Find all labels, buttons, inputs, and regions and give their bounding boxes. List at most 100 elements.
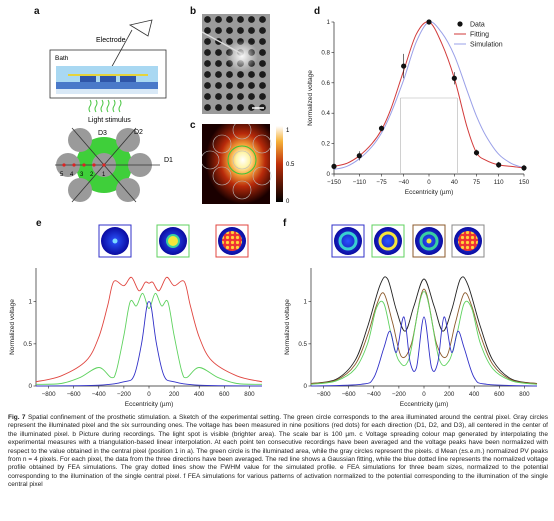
colormap-illumination-circle — [227, 145, 257, 175]
chart-f: −800 −600 −400 −200 0 200 400 600 800 0 0.5 1 Eccent… — [284, 268, 538, 408]
pixel-3 — [120, 76, 136, 82]
position-1-label: 1 — [102, 172, 106, 178]
chart-d-y-tick-label: 0.8 — [321, 49, 330, 56]
chart-d-legend-label: Fitting — [470, 32, 489, 39]
chart-f-x-tick-label: 200 — [444, 391, 455, 398]
panel-c-label: c — [190, 120, 196, 131]
panel-f-label: f — [283, 218, 287, 229]
panel-d-label: d — [314, 6, 321, 17]
chart-d-data-point — [426, 19, 432, 25]
electrode-tip-icon — [128, 19, 153, 37]
chart-d-data-point — [356, 153, 362, 159]
chart-d-data-point — [521, 165, 527, 171]
chart-f-x-axis-label: Eccentricity (µm) — [400, 401, 449, 408]
light-spot — [226, 40, 258, 72]
colormap-pixel-circles — [202, 124, 272, 200]
chart-d: −150 −110 −75 −40 0 40 75 110 150 0 0.2 0.4 0.6 0.8 1 E… — [307, 19, 530, 196]
chart-d-x-tick-label: 150 — [519, 179, 530, 186]
chart-f-y-axis-label: Normalized voltage — [284, 299, 291, 355]
panel-a: a Electrode Bath Light stimulus — [0, 0, 200, 210]
chart-e-x-axis-label: Eccentricity (µm) — [125, 401, 174, 408]
chart-d-legend-label: Data — [470, 22, 485, 29]
inset-single-pixel — [98, 224, 132, 258]
inset-seven-pixels — [215, 224, 249, 258]
panel-e-label: e — [36, 218, 42, 229]
chart-e-y-tick-label: 1 — [29, 299, 33, 306]
chart-d-data-point — [401, 63, 407, 69]
chart-f-x-tick-label: 0 — [422, 391, 426, 398]
substrate-layer — [56, 82, 158, 89]
panel-b-label: b — [190, 6, 197, 17]
microscope-photo — [202, 14, 270, 114]
activation-pattern-insets — [331, 224, 485, 258]
panel-a-label: a — [34, 6, 40, 17]
panel-d: d −150 −110 −75 −40 0 40 75 110 150 0 0.2 0.4 0.6 0.8… — [300, 0, 554, 210]
panel-f: f −800 −600 −400 −200 0 200 400 600 800 0 0.5 1 Ecce… — [275, 218, 554, 414]
chart-f-y-tick-label: 1 — [304, 299, 308, 306]
inset-ring-pattern — [331, 224, 365, 258]
chart-f-series-line — [310, 291, 538, 385]
inset-full-pattern — [451, 224, 485, 258]
chart-e-x-tick-label: 400 — [194, 391, 205, 398]
chart-d-y-tick-label: 0.6 — [321, 80, 330, 87]
inset-center-ring-pattern — [412, 224, 446, 258]
light-waves-icon — [88, 99, 122, 113]
chart-e-x-tick-label: 200 — [169, 391, 180, 398]
chart-f-x-tick-label: −800 — [317, 391, 331, 398]
chart-d-y-tick-label: 0 — [327, 171, 331, 178]
chart-d-x-tick-label: 0 — [427, 179, 431, 186]
chart-f-series-line — [310, 288, 538, 384]
chart-d-y-tick-label: 1 — [327, 19, 331, 26]
chart-e-x-tick-label: −800 — [42, 391, 56, 398]
chart-d-data-point — [331, 163, 337, 169]
caption-fig-label: Fig. 7 — [8, 414, 26, 421]
chart-d-y-tick-label: 0.2 — [321, 141, 330, 148]
chart-f-x-tick-label: 600 — [494, 391, 505, 398]
chart-d-x-tick-label: 75 — [473, 179, 480, 186]
chart-e: −800 −600 −400 −200 0 200 400 600 800 0 0.5 1 Eccent… — [9, 268, 263, 408]
chart-d-data-point — [451, 75, 457, 81]
chart-f-y-tick-label: 0 — [304, 383, 308, 390]
direction-d1-label: D1 — [164, 157, 173, 164]
chart-e-series-line — [35, 276, 263, 383]
chart-f-x-tick-label: 400 — [469, 391, 480, 398]
figure-caption: Fig. 7 Spatial confinement of the prosth… — [8, 414, 548, 490]
chart-d-y-tick-label: 0.4 — [321, 110, 330, 117]
pixel-array-diagram — [55, 127, 160, 203]
pixel-2 — [100, 76, 116, 82]
direction-d2-label: D2 — [134, 129, 143, 136]
voltage-colormap: 1 0.5 0 — [202, 124, 295, 205]
chart-f-x-tick-label: −600 — [342, 391, 356, 398]
panel-b: b — [190, 0, 270, 120]
chart-d-data-point — [378, 125, 385, 131]
chart-f-x-tick-label: 800 — [519, 391, 530, 398]
chart-e-series-line — [35, 301, 263, 387]
light-stimulus-label: Light stimulus — [88, 117, 131, 124]
glass-layer — [56, 89, 158, 94]
chart-d-x-tick-label: −150 — [327, 179, 341, 186]
chart-e-y-tick-label: 0.5 — [23, 341, 32, 348]
chart-d-x-axis-label: Eccentricity (µm) — [405, 189, 454, 196]
chart-f-series-line — [310, 276, 538, 384]
bath-label: Bath — [55, 55, 69, 62]
panel-e: e −800 −600 −400 −200 0 200 400 60 — [0, 218, 275, 414]
chart-d-data-point — [496, 162, 502, 168]
chart-e-x-tick-label: −400 — [92, 391, 106, 398]
chart-d-y-axis-label: Normalized voltage — [307, 70, 314, 126]
electrode-in-photo — [202, 31, 243, 55]
beam-size-insets — [98, 224, 249, 258]
electrode-label: Electrode — [96, 37, 126, 44]
panel-a-sketch: Electrode Bath Light stimulus — [49, 19, 173, 203]
colorbar-tick-1: 1 — [286, 128, 290, 134]
chart-e-y-axis-label: Normalized voltage — [9, 299, 16, 355]
colorbar-tick-0: 0 — [286, 199, 290, 205]
pixel-1 — [80, 76, 96, 82]
inset-three-pixels — [156, 224, 190, 258]
chart-e-series-line — [35, 292, 263, 385]
colorbar-tick-05: 0.5 — [286, 162, 295, 168]
chart-d-data-point — [473, 150, 480, 156]
caption-text: Spatial confinement of the prosthetic st… — [8, 414, 549, 489]
position-3-label: 3 — [80, 172, 84, 178]
chart-f-series-line — [310, 316, 538, 387]
chart-e-x-tick-label: −600 — [67, 391, 81, 398]
